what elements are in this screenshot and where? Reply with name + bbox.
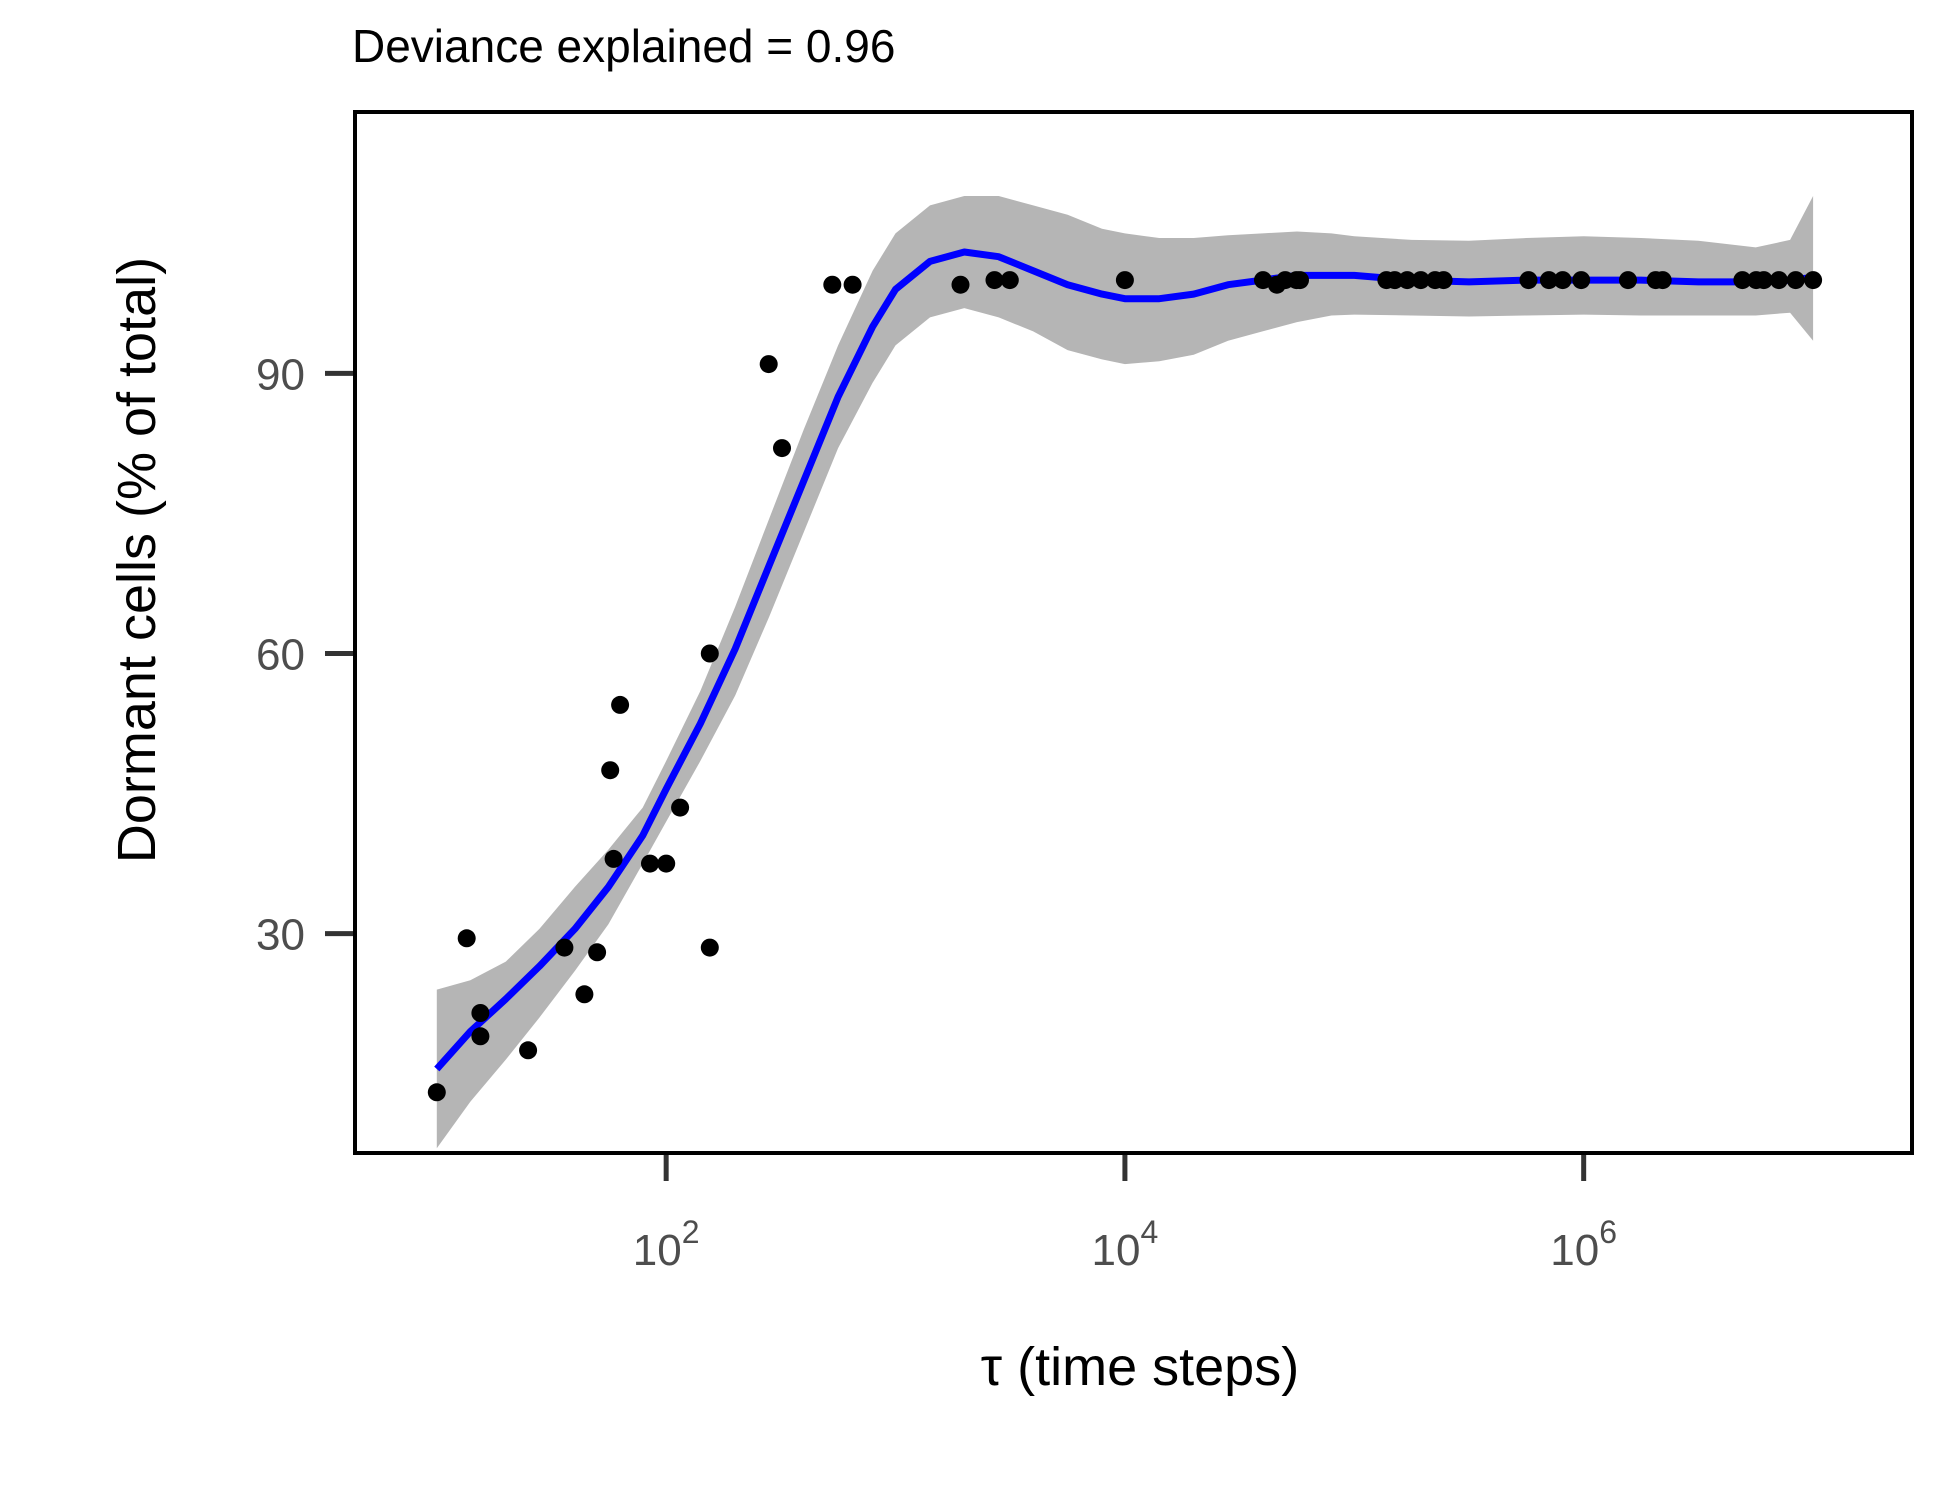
data-point: [1619, 271, 1637, 290]
data-point: [951, 275, 970, 294]
data-point: [843, 275, 862, 294]
data-point: [1398, 271, 1417, 290]
plot-frame: [353, 110, 1914, 1155]
data-point: [575, 985, 594, 1004]
x-axis: 102 104 106: [633, 1155, 1617, 1275]
data-point: [700, 938, 719, 957]
data-point: [671, 798, 690, 817]
data-point: [641, 854, 659, 873]
data-points: [427, 271, 1823, 1102]
data-point: [1434, 271, 1453, 290]
data-point: [1804, 271, 1823, 290]
data-point: [773, 439, 791, 458]
data-point: [1254, 271, 1272, 290]
x-tick-label: 104: [1092, 1214, 1159, 1275]
data-point: [657, 854, 676, 873]
x-tick-label: 106: [1550, 1214, 1617, 1275]
y-tick-label: 60: [256, 631, 305, 680]
data-point: [519, 1041, 538, 1060]
data-point: [471, 1027, 490, 1046]
y-axis-title: Dormant cells (% of total): [107, 257, 167, 863]
data-point: [427, 1083, 446, 1102]
data-point: [601, 761, 620, 780]
data-point: [1754, 271, 1773, 290]
data-point: [759, 355, 778, 374]
y-tick-label: 90: [256, 350, 305, 399]
data-point: [1411, 271, 1430, 290]
data-point: [588, 943, 607, 962]
data-point: [471, 1004, 490, 1022]
data-point: [1519, 271, 1538, 290]
x-axis-title: τ (time steps): [981, 1337, 1299, 1397]
confidence-band: [436, 196, 1814, 1149]
y-axis: 30 60 90: [256, 350, 353, 960]
data-point: [1733, 271, 1752, 290]
data-point: [555, 938, 574, 957]
data-point: [1553, 271, 1572, 290]
data-point: [1786, 271, 1805, 290]
data-point: [700, 644, 719, 663]
data-point: [1291, 271, 1309, 290]
data-point: [1385, 271, 1404, 290]
plot-area: [353, 110, 1914, 1155]
data-point: [1572, 271, 1591, 290]
chart-title: Deviance explained = 0.96: [352, 20, 895, 72]
data-point: [1653, 271, 1672, 290]
y-tick-label: 30: [256, 911, 305, 960]
data-point: [604, 849, 623, 868]
data-point: [1769, 271, 1788, 290]
data-point: [1000, 271, 1019, 290]
data-point: [1115, 271, 1134, 290]
smooth-line: [434, 248, 1814, 1072]
x-tick-label: 102: [633, 1214, 700, 1275]
data-point: [823, 275, 842, 294]
data-point: [985, 271, 1004, 290]
data-point: [457, 929, 476, 948]
data-point: [611, 695, 630, 714]
data-point: [1539, 271, 1558, 290]
